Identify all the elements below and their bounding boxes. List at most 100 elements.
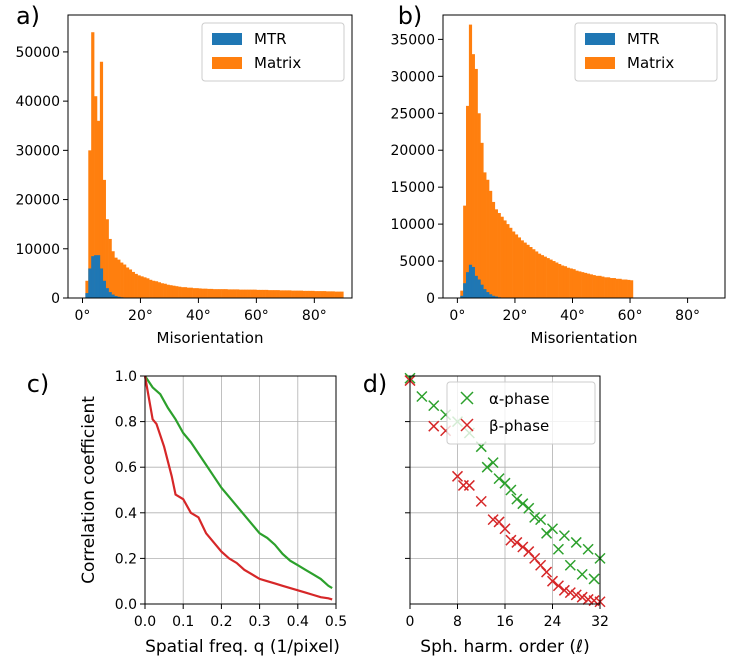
matrix-bar — [503, 220, 507, 298]
mtr-bar — [489, 294, 493, 298]
matrix-bar — [560, 265, 565, 298]
x-tick-label: 0.2 — [210, 614, 232, 630]
y-tick-label: 35000 — [390, 32, 435, 48]
data-point — [582, 543, 594, 555]
axes-frame — [144, 375, 337, 605]
x-axis-label: Misorientation — [157, 329, 264, 347]
matrix-bar — [543, 256, 547, 298]
data-point — [558, 584, 570, 596]
matrix-bar — [198, 288, 202, 298]
data-point — [463, 479, 475, 491]
matrix-bar — [463, 205, 467, 298]
matrix-bar — [218, 289, 222, 298]
matrix-bar — [529, 247, 533, 298]
matrix-bar — [483, 172, 487, 298]
matrix-bar — [288, 290, 292, 298]
mtr-bar — [483, 289, 487, 298]
matrix-bar — [291, 290, 295, 298]
data-point — [428, 400, 440, 412]
data-point — [499, 523, 511, 535]
matrix-bar — [572, 269, 576, 298]
matrix-bar — [601, 276, 605, 298]
matrix-bar — [267, 290, 272, 298]
data-point — [546, 575, 559, 587]
y-tick-label: 15000 — [390, 180, 435, 196]
matrix-bar — [212, 289, 217, 298]
matrix-bar — [137, 275, 141, 298]
x-tick-label: 60° — [244, 308, 269, 324]
panel-label: c) — [27, 370, 50, 398]
matrix-bar — [621, 279, 625, 298]
matrix-bar — [317, 291, 321, 298]
matrix-bar — [549, 259, 553, 298]
matrix-bar — [578, 271, 582, 298]
matrix-bar — [215, 289, 219, 298]
matrix-bar — [618, 278, 622, 298]
data-point — [588, 573, 600, 585]
y-tick-label: 0.8 — [115, 415, 137, 431]
matrix-bar — [340, 291, 344, 298]
legend-label-mtr: MTR — [254, 30, 287, 48]
y-tick-label: 40000 — [15, 94, 60, 110]
x-tick-label: 40° — [186, 308, 211, 324]
matrix-bar — [514, 234, 519, 298]
axes-frame — [442, 14, 726, 299]
legend-box — [446, 381, 596, 445]
matrix-bar — [134, 273, 138, 298]
matrix-bar — [91, 32, 95, 299]
matrix-bar — [128, 269, 133, 298]
mtr-bar — [494, 296, 498, 298]
matrix-bar — [166, 284, 170, 298]
mtr-bar — [474, 275, 478, 298]
y-tick-label: 5000 — [399, 254, 435, 270]
data-point — [517, 541, 529, 553]
matrix-bar — [311, 290, 315, 298]
matrix-bar — [595, 275, 599, 298]
legend-swatch-matrix — [585, 57, 615, 69]
data-point — [451, 470, 464, 482]
y-tick-label: 0.2 — [115, 551, 137, 567]
matrix-bar — [299, 290, 304, 298]
legend-label: α-phase — [489, 390, 550, 408]
mtr-bar — [460, 295, 464, 298]
matrix-bar — [555, 262, 559, 298]
matrix-bar — [120, 262, 124, 298]
matrix-bar — [532, 249, 536, 298]
matrix-bar — [624, 279, 628, 298]
mtr-bar — [468, 264, 473, 298]
matrix-bar — [178, 286, 182, 298]
matrix-bar — [131, 271, 135, 298]
y-tick-label: 0 — [51, 291, 60, 307]
legend-label-mtr: MTR — [627, 30, 660, 48]
data-point — [475, 495, 487, 507]
matrix-bar — [586, 273, 591, 298]
mtr-bar — [96, 255, 101, 298]
matrix-bar — [195, 288, 199, 298]
matrix-bar — [517, 237, 521, 298]
y-axis-label: Correlation coefficient — [79, 396, 99, 584]
x-tick-label: 0.1 — [172, 614, 194, 630]
matrix-bar — [230, 289, 234, 298]
matrix-bar — [569, 268, 573, 298]
y-tick-label: 20000 — [390, 143, 435, 159]
matrix-bar — [320, 291, 324, 298]
data-point — [493, 473, 505, 485]
data-point — [535, 514, 547, 526]
mtr-bar — [85, 293, 89, 298]
matrix-bar — [241, 289, 246, 298]
data-point — [511, 536, 523, 548]
mtr-bar — [114, 296, 118, 298]
matrix-bar — [183, 287, 188, 298]
data-point — [570, 589, 582, 601]
x-tick-label: 32 — [591, 614, 609, 630]
data-point — [558, 530, 570, 542]
matrix-bar — [210, 288, 214, 298]
mtr-bar — [491, 295, 496, 298]
matrix-bar — [265, 289, 269, 298]
matrix-bar — [276, 290, 280, 298]
matrix-bar — [244, 289, 248, 298]
y-tick-label: 0.6 — [115, 460, 137, 476]
mtr-bar — [480, 284, 484, 298]
green-line — [144, 375, 333, 589]
